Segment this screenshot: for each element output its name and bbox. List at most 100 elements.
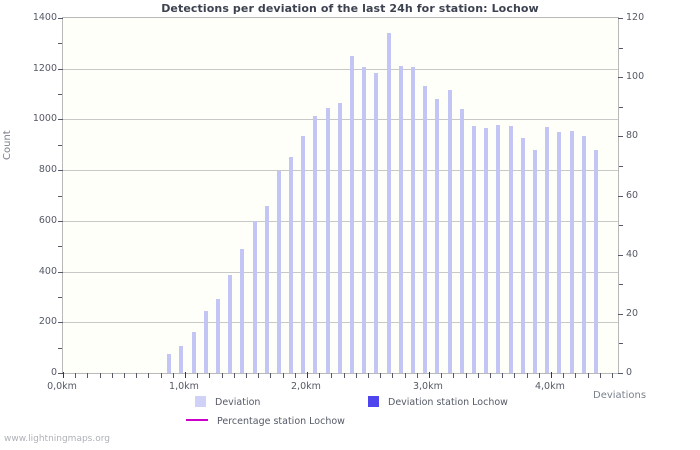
y-tick-right-minor	[619, 165, 623, 167]
y-tick-right	[618, 77, 623, 79]
gridline	[63, 68, 618, 70]
y-tick-right-minor	[619, 284, 623, 286]
y-tick-left	[58, 220, 63, 222]
x-tick-minor	[233, 373, 235, 378]
y-tick-label-left: 600	[38, 214, 57, 226]
legend-line-swatch-icon	[186, 419, 208, 421]
x-tick-minor	[367, 373, 369, 378]
bar	[289, 157, 294, 373]
x-tick-minor	[599, 373, 601, 378]
x-tick-minor	[75, 373, 77, 378]
bar	[447, 90, 452, 373]
x-tick-minor	[575, 373, 577, 378]
y-tick-right	[618, 373, 623, 374]
y-tick-label-right: 60	[626, 189, 639, 201]
x-tick-minor	[404, 373, 406, 378]
bar	[484, 128, 489, 373]
bar	[496, 124, 501, 373]
bar	[435, 99, 440, 373]
y-tick-left-minor	[58, 144, 62, 146]
bar	[386, 33, 391, 373]
bar	[533, 149, 538, 373]
x-tick-minor	[392, 373, 394, 378]
bar	[411, 67, 416, 373]
legend-color-swatch-icon	[195, 396, 206, 407]
x-tick-minor	[258, 373, 260, 378]
bar	[325, 108, 330, 373]
bar	[508, 125, 513, 373]
x-tick-minor	[611, 373, 613, 378]
bar	[313, 115, 318, 373]
y-tick-left	[58, 119, 63, 121]
y-tick-left	[58, 322, 63, 324]
x-tick-label: 3,0km	[412, 381, 443, 392]
x-tick-minor	[197, 373, 199, 378]
y-tick-label-left: 0	[50, 367, 57, 378]
x-tick-minor	[331, 373, 333, 378]
bar	[191, 332, 196, 373]
y-tick-label-right: 100	[626, 71, 645, 83]
y-tick-right-minor	[619, 106, 623, 108]
y-tick-right	[618, 18, 623, 19]
y-tick-left	[58, 373, 63, 374]
x-tick-minor	[270, 373, 272, 378]
y-axis-title-left: Count	[2, 130, 13, 160]
x-tick-major	[428, 372, 431, 378]
x-tick-label: 4,0km	[534, 381, 565, 392]
y-tick-right	[618, 195, 623, 197]
x-tick-minor	[563, 373, 565, 378]
x-tick-minor	[87, 373, 89, 378]
bar	[264, 205, 269, 373]
bar	[374, 72, 379, 373]
bar	[581, 135, 586, 373]
legend-item[interactable]: Percentage station Lochow	[186, 416, 345, 427]
x-tick-minor	[294, 373, 296, 378]
bar	[545, 127, 550, 373]
bar	[472, 125, 477, 373]
y-tick-label-left: 1400	[32, 12, 57, 23]
x-tick-major	[306, 372, 309, 378]
bar	[337, 102, 342, 373]
bar	[362, 67, 367, 373]
bar	[228, 275, 233, 373]
y-tick-left	[58, 271, 63, 273]
bar	[594, 149, 599, 373]
bar	[520, 138, 525, 373]
y-tick-right	[618, 136, 623, 138]
x-tick-minor	[209, 373, 211, 378]
y-tick-left-minor	[58, 195, 62, 197]
x-tick-minor	[282, 373, 284, 378]
x-tick-minor	[453, 373, 455, 378]
x-tick-minor	[587, 373, 589, 378]
y-tick-label-right: 120	[626, 12, 645, 23]
x-tick-minor	[355, 373, 357, 378]
x-tick-minor	[221, 373, 223, 378]
legend-item[interactable]: Deviation	[195, 396, 260, 408]
bar	[167, 353, 172, 373]
bar	[252, 220, 257, 373]
bar	[398, 66, 403, 373]
y-tick-left-minor	[58, 43, 62, 45]
x-tick-minor	[172, 373, 174, 378]
footer-attribution: www.lightningmaps.org	[4, 434, 110, 444]
y-tick-label-right: 40	[626, 248, 639, 260]
y-tick-label-right: 80	[626, 130, 639, 142]
x-tick-minor	[538, 373, 540, 378]
bar	[557, 132, 562, 373]
page-title: Detections per deviation of the last 24h…	[161, 2, 539, 15]
x-tick-major	[184, 372, 187, 378]
legend-item-label: Deviation	[215, 397, 261, 408]
legend-color-swatch-icon	[368, 396, 379, 407]
y-tick-left-minor	[58, 347, 62, 349]
y-tick-right	[618, 254, 623, 256]
legend-item[interactable]: Deviation station Lochow	[368, 396, 508, 408]
x-tick-minor	[136, 373, 138, 378]
x-axis-title: Deviations	[593, 390, 647, 401]
bar	[301, 135, 306, 373]
bar	[179, 346, 184, 373]
x-tick-minor	[526, 373, 528, 378]
y-tick-left-minor	[58, 296, 62, 298]
bar	[459, 109, 464, 373]
bar	[569, 130, 574, 373]
y-tick-right-minor	[619, 47, 623, 49]
